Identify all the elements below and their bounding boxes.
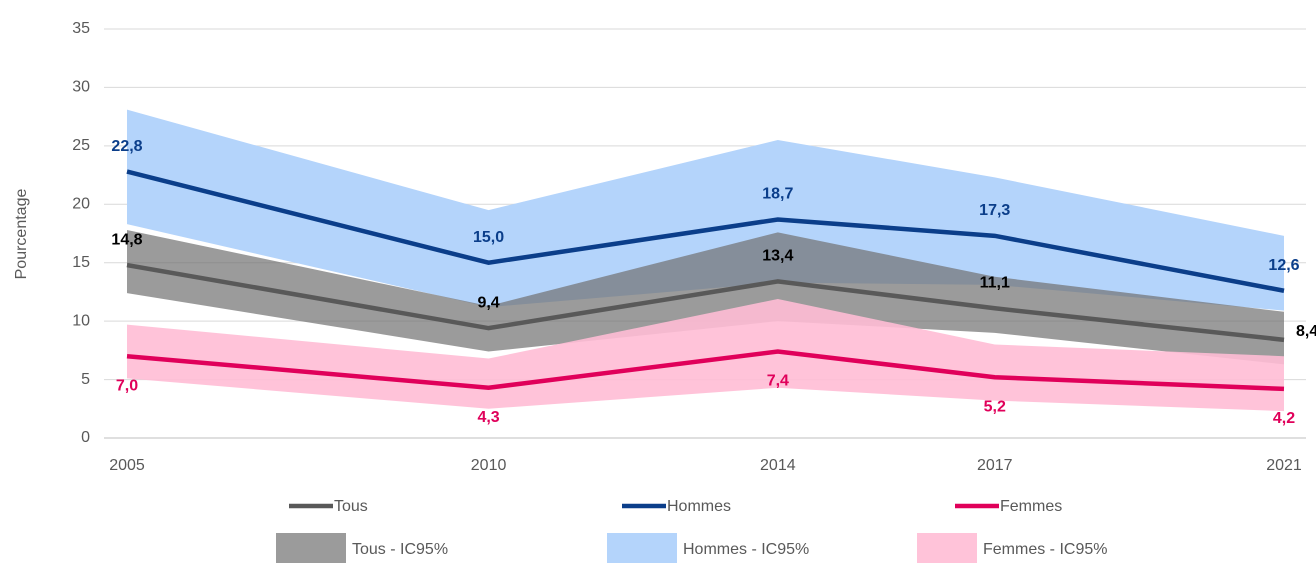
y-tick-label: 20 xyxy=(72,196,90,213)
legend-label: Femmes xyxy=(1000,498,1062,515)
data-label: 22,8 xyxy=(111,138,142,155)
legend-swatch xyxy=(276,533,346,563)
data-label: 18,7 xyxy=(762,186,793,203)
data-label: 11,1 xyxy=(980,275,1010,292)
legend-label: Tous - IC95% xyxy=(352,541,448,558)
y-tick-label: 30 xyxy=(72,79,90,96)
y-tick-label: 5 xyxy=(81,371,90,388)
series-line xyxy=(126,169,1285,293)
y-tick-label: 0 xyxy=(81,429,90,446)
legend-swatch xyxy=(917,533,977,563)
legend-label: Hommes xyxy=(667,498,731,515)
data-label: 9,4 xyxy=(477,294,499,311)
data-label: 4,2 xyxy=(1273,410,1295,427)
data-label: 15,0 xyxy=(473,229,504,246)
legend-label: Hommes - IC95% xyxy=(683,541,809,558)
data-label: 5,2 xyxy=(984,398,1006,415)
data-label: 17,3 xyxy=(979,202,1010,219)
data-label: 14,8 xyxy=(111,231,142,248)
data-label: 4,3 xyxy=(477,409,499,426)
confidence-band xyxy=(127,109,1284,311)
x-tick-label: 2021 xyxy=(1266,457,1302,474)
confidence-band xyxy=(127,229,1284,365)
x-tick-label: 2010 xyxy=(471,457,507,474)
legend-label: Femmes - IC95% xyxy=(983,541,1107,558)
data-label: 7,0 xyxy=(116,377,138,394)
y-tick-label: 10 xyxy=(72,312,90,329)
data-label: 7,4 xyxy=(767,373,789,390)
series-line xyxy=(126,262,1285,343)
data-label: 8,4 xyxy=(1296,323,1316,340)
legend-swatch xyxy=(607,533,677,563)
x-tick-label: 2014 xyxy=(760,457,796,474)
y-tick-label: 35 xyxy=(72,20,90,37)
y-tick-label: 15 xyxy=(72,254,90,271)
data-label: 12,6 xyxy=(1268,257,1299,274)
data-label: 13,4 xyxy=(762,248,793,265)
legend-label: Tous xyxy=(334,498,368,515)
x-tick-label: 2005 xyxy=(109,457,145,474)
series-line xyxy=(126,349,1285,392)
y-axis-label: Pourcentage xyxy=(13,189,30,280)
x-tick-label: 2017 xyxy=(977,457,1013,474)
y-tick-label: 25 xyxy=(72,137,90,154)
